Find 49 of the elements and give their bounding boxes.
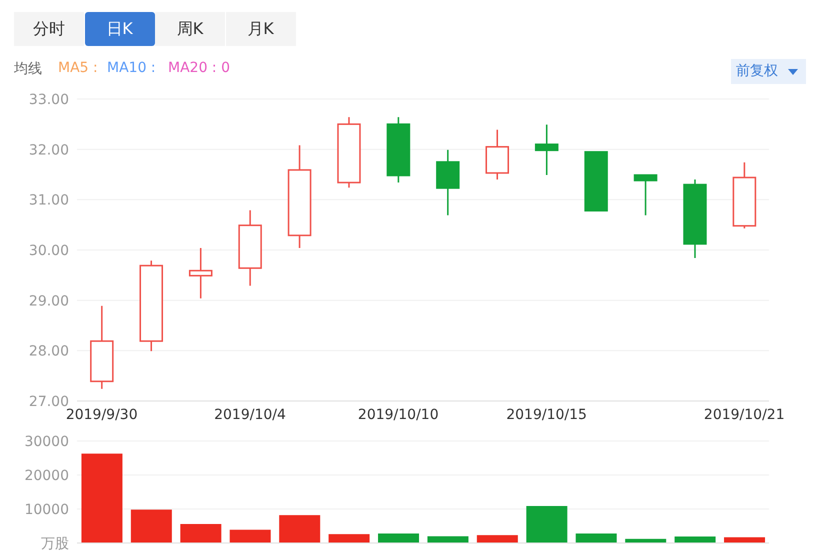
candlestick: [188, 247, 212, 300]
y-tick-label: 30000: [24, 434, 69, 450]
text: 日K: [84, 12, 154, 46]
bar: [576, 533, 617, 543]
bar: [476, 535, 518, 543]
bar: [81, 454, 122, 543]
bar: [279, 515, 320, 543]
bar: [378, 533, 420, 543]
x-tick-label: 2019/10/4: [214, 406, 286, 423]
text: MA20 : 0: [168, 60, 230, 76]
candlestick: [288, 144, 312, 249]
candlestick: [337, 116, 361, 188]
bar: [674, 536, 716, 543]
y-tick-label: 33.00: [28, 92, 69, 108]
candlestick: [386, 116, 410, 184]
text: 均线: [14, 60, 42, 78]
candlestick: [534, 124, 558, 176]
candlestick: [732, 162, 756, 230]
x-tick-label: 2019/10/15: [506, 406, 587, 423]
candlestick: [238, 209, 262, 286]
candlestick: [436, 149, 460, 216]
candlestick: [140, 260, 164, 352]
bar: [180, 524, 222, 543]
y-tick-label: 32.00: [28, 142, 69, 158]
y-tick-label: 31.00: [28, 192, 69, 209]
text: MA5 :: [58, 60, 98, 76]
y-tick-label: 28.00: [28, 344, 69, 360]
y-tick-label: 29.00: [28, 293, 69, 310]
x-tick-label: 2019/10/10: [358, 406, 439, 423]
bar: [724, 537, 766, 543]
candlestick: [683, 178, 707, 259]
bar: [230, 530, 271, 543]
text: 前复权: [736, 63, 778, 79]
candlestick: [486, 128, 510, 180]
candlestick: [90, 305, 114, 390]
y-tick-label: 30.00: [28, 242, 69, 259]
x-tick-label: 2019/10/21: [704, 406, 785, 423]
bar: [130, 510, 172, 543]
y-tick-label: 万股: [41, 536, 69, 552]
y-tick-label: 20000: [24, 468, 69, 484]
candlestick: [634, 174, 658, 216]
y-tick-label: 10000: [24, 502, 69, 518]
bar: [526, 506, 568, 543]
text: 月K: [226, 12, 296, 46]
bar: [427, 536, 468, 543]
text: 周K: [155, 12, 225, 46]
bar: [328, 534, 370, 543]
text: MA10 :: [107, 60, 156, 76]
text: 分时: [14, 12, 84, 46]
